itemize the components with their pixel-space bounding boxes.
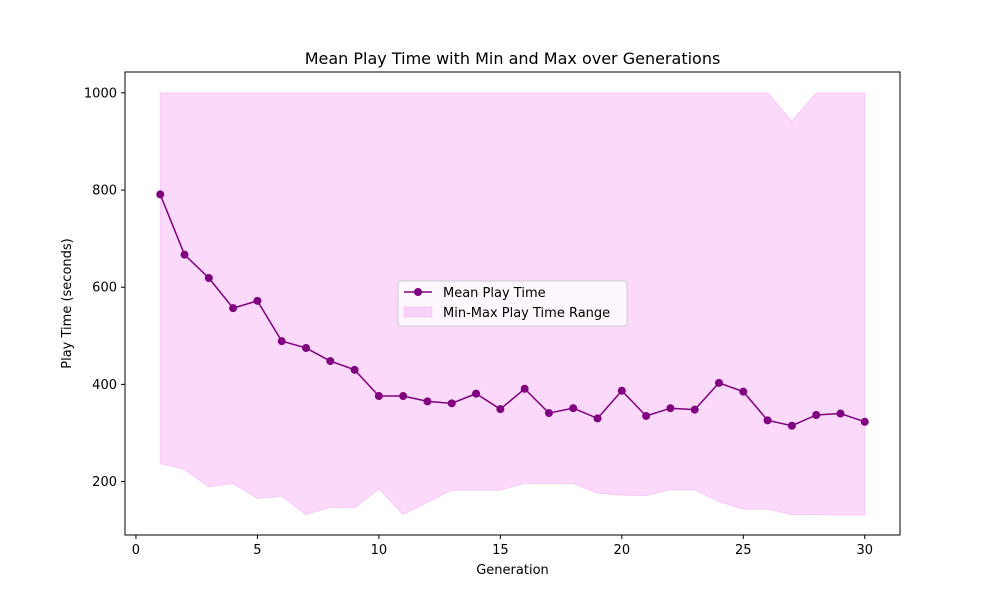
x-tick-label: 0 — [132, 543, 140, 558]
mean-point — [180, 250, 189, 259]
mean-point — [277, 337, 286, 346]
mean-point — [715, 378, 723, 387]
mean-point — [787, 421, 796, 430]
mean-point — [763, 416, 772, 425]
mean-point — [204, 273, 213, 282]
mean-point — [472, 389, 481, 398]
x-tick-label: 30 — [856, 543, 873, 558]
mean-point — [544, 409, 553, 418]
chart-title: Mean Play Time with Min and Max over Gen… — [305, 49, 721, 68]
mean-point — [642, 411, 651, 420]
mean-point — [302, 343, 310, 352]
mean-point — [253, 296, 262, 305]
mean-point — [229, 304, 238, 313]
legend: Mean Play Time Min-Max Play Time Range — [397, 280, 628, 327]
x-tick-label: 5 — [253, 543, 261, 558]
mean-point — [399, 392, 408, 401]
y-axis-label: Play Time (seconds) — [60, 238, 75, 368]
y-tick-label: 600 — [92, 281, 117, 296]
x-tick-label: 15 — [492, 543, 509, 558]
mean-point — [350, 365, 359, 374]
y-tick-label: 1000 — [84, 86, 117, 101]
y-tick-label: 800 — [92, 184, 117, 199]
x-tick-label: 20 — [614, 543, 631, 558]
mean-point — [739, 387, 748, 396]
legend-mean-label: Mean Play Time — [443, 286, 546, 301]
legend-range-swatch — [403, 306, 433, 318]
mean-point — [520, 384, 529, 393]
mean-point — [569, 404, 578, 413]
mean-point — [447, 399, 456, 408]
mean-point — [374, 392, 383, 401]
mean-point — [836, 409, 845, 418]
mean-point — [666, 404, 675, 413]
mean-point — [496, 405, 505, 414]
x-tick-label: 10 — [371, 543, 388, 558]
mean-point — [593, 414, 602, 423]
mean-point — [423, 397, 432, 406]
mean-line — [159, 194, 866, 427]
x-axis-label: Generation — [476, 563, 549, 578]
mean-point — [812, 411, 821, 419]
y-tick-label: 200 — [92, 475, 117, 490]
y-tick-label: 400 — [92, 378, 117, 393]
mean-point — [156, 190, 165, 199]
axes-frame — [124, 71, 901, 536]
mean-point — [860, 417, 869, 426]
mean-point — [617, 386, 626, 395]
legend-mean-marker — [414, 288, 422, 296]
mean-point — [690, 405, 699, 414]
legend-range-label: Min-Max Play Time Range — [443, 306, 610, 321]
legend-frame — [397, 280, 628, 327]
x-tick-label: 25 — [735, 543, 752, 558]
mean-point — [326, 357, 335, 366]
